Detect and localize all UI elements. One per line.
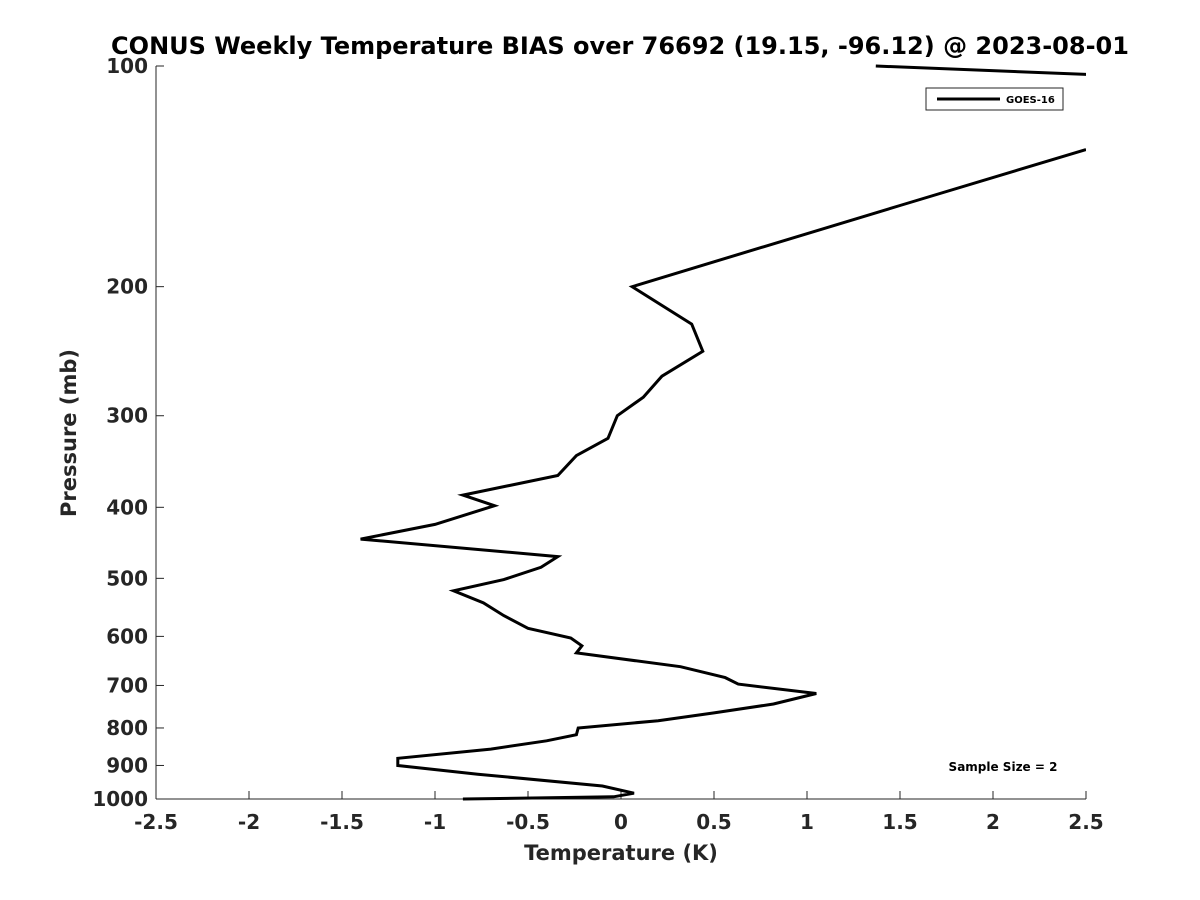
x-axis-ticks: -2.5 -2 -1.5 -1 -0.5 0 0.5 1 1.5 2 2.5	[134, 791, 1104, 834]
axes	[155, 66, 1086, 800]
x-axis-label: Temperature (K)	[524, 841, 718, 865]
y-tick-label: 600	[106, 624, 148, 648]
legend-label-goes16: GOES-16	[1006, 95, 1055, 106]
y-tick-label: 300	[106, 404, 148, 428]
y-axis-ticks: 100 200 300 400 500 600 700 800 900 1000	[92, 54, 164, 811]
x-tick-label: -2	[238, 810, 260, 834]
x-tick-label: -0.5	[506, 810, 550, 834]
y-tick-label: 400	[106, 495, 148, 519]
x-tick-label: 1	[800, 810, 814, 834]
y-tick-label: 100	[106, 54, 148, 78]
y-tick-label: 700	[106, 673, 148, 697]
y-tick-label: 800	[106, 716, 148, 740]
x-tick-label: 0.5	[696, 810, 731, 834]
y-tick-label: 900	[106, 753, 148, 777]
x-tick-label: 2	[986, 810, 1000, 834]
y-tick-label: 500	[106, 566, 148, 590]
y-tick-label: 200	[106, 275, 148, 299]
series-layer	[360, 64, 1086, 801]
y-tick-label: 1000	[92, 787, 148, 811]
x-tick-label: 2.5	[1068, 810, 1103, 834]
sample-size-annotation: Sample Size = 2	[949, 760, 1058, 774]
series-line-goes16	[360, 148, 1086, 801]
y-axis-label: Pressure (mb)	[57, 349, 81, 517]
x-tick-label: -1.5	[320, 810, 364, 834]
series-line-goes16-upper	[875, 64, 1086, 76]
legend: GOES-16	[925, 87, 1064, 111]
x-tick-label: 0	[614, 810, 628, 834]
chart-title: CONUS Weekly Temperature BIAS over 76692…	[111, 32, 1129, 60]
x-tick-label: -1	[424, 810, 446, 834]
x-tick-label: 1.5	[882, 810, 917, 834]
x-tick-label: -2.5	[134, 810, 178, 834]
